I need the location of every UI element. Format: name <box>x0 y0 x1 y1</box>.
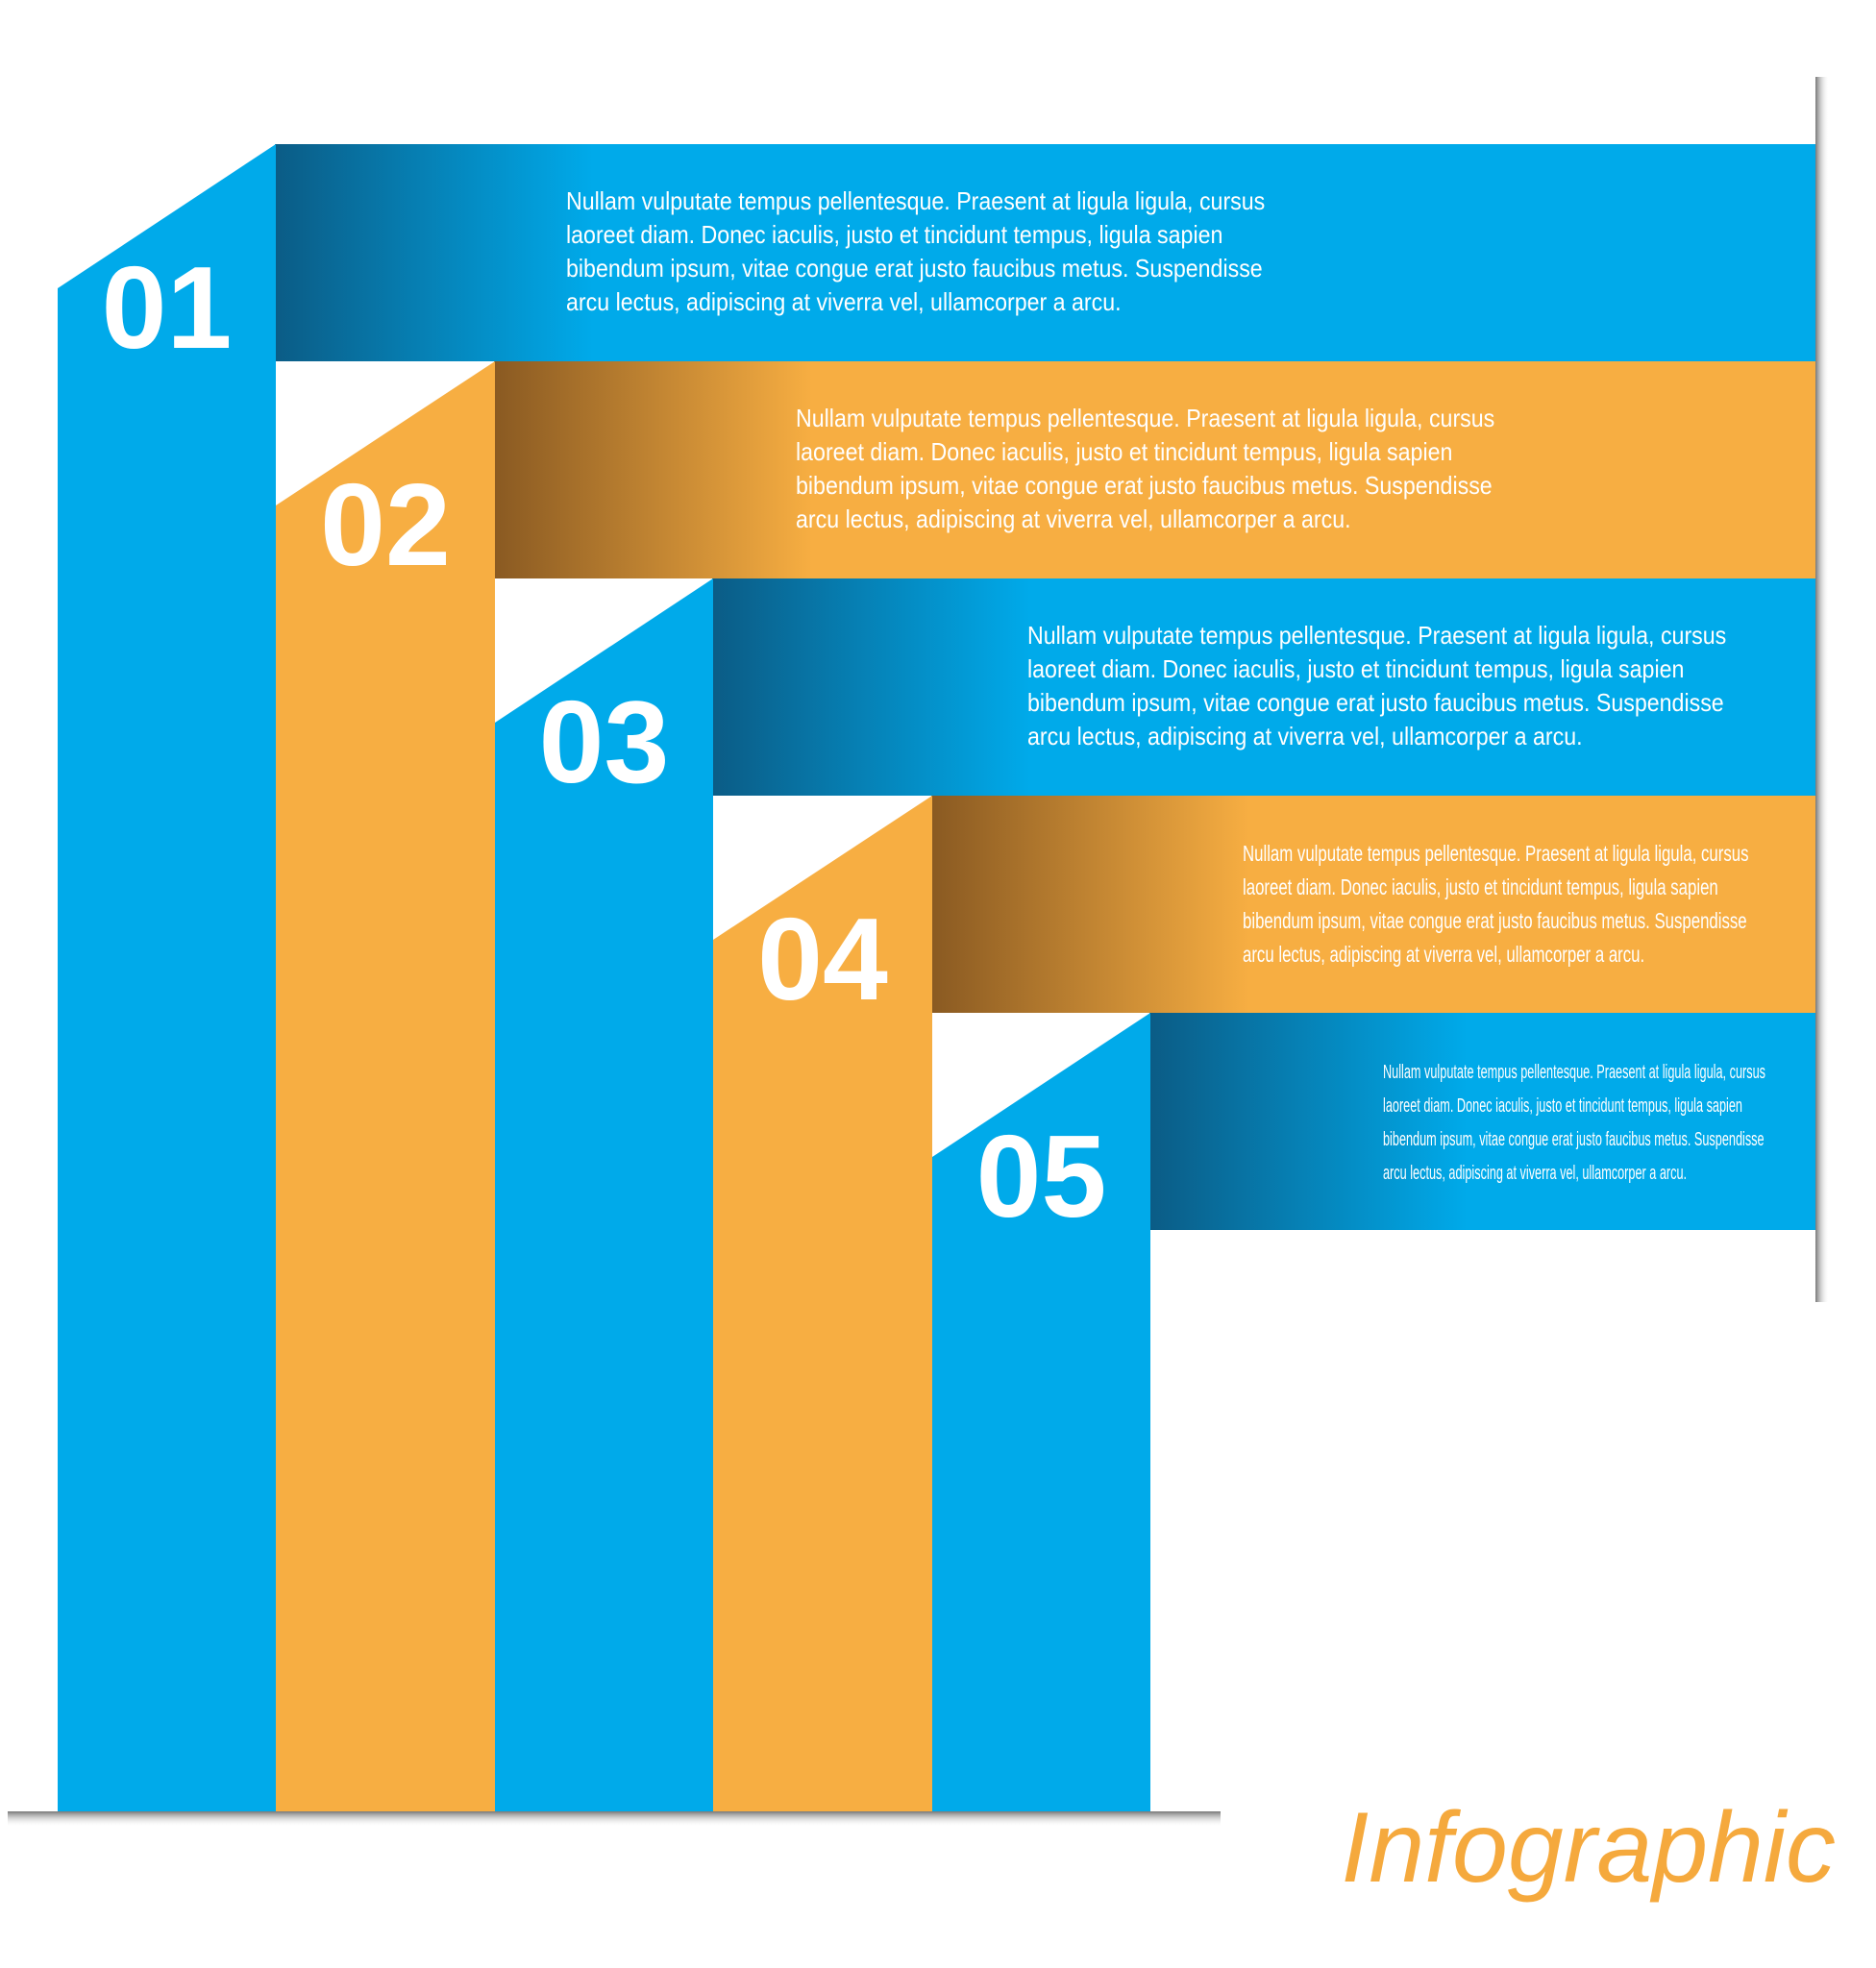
text-line: bibendum ipsum, vitae congue erat justo … <box>796 473 1493 500</box>
text-line: laoreet diam. Donec iaculis, justo et ti… <box>796 439 1452 466</box>
text-line: arcu lectus, adipiscing at viverra vel, … <box>566 289 1122 316</box>
text-line: Nullam vulputate tempus pellentesque. Pr… <box>1027 623 1726 650</box>
band <box>1149 1013 1815 1230</box>
step-text: Nullam vulputate tempus pellentesque. Pr… <box>1243 843 1749 968</box>
step-number: 01 <box>102 242 233 373</box>
step-number: 03 <box>539 676 670 807</box>
text-line: laoreet diam. Donec iaculis, justo et ti… <box>1027 656 1684 683</box>
column <box>713 796 932 1811</box>
text-line: laoreet diam. Donec iaculis, justo et ti… <box>1243 876 1718 900</box>
right-shadow <box>1815 77 1829 1302</box>
text-line: Nullam vulputate tempus pellentesque. Pr… <box>566 188 1265 215</box>
step-text: Nullam vulputate tempus pellentesque. Pr… <box>1027 623 1726 750</box>
step-number: 05 <box>976 1111 1107 1242</box>
step-text: Nullam vulputate tempus pellentesque. Pr… <box>796 406 1494 533</box>
text-line: Nullam vulputate tempus pellentesque. Pr… <box>796 406 1494 432</box>
column <box>276 361 495 1811</box>
band <box>712 578 1815 796</box>
column <box>932 1013 1150 1811</box>
text-line: Nullam vulputate tempus pellentesque. Pr… <box>1383 1061 1765 1083</box>
band <box>931 796 1815 1013</box>
text-line: arcu lectus, adipiscing at viverra vel, … <box>796 506 1351 533</box>
text-line: laoreet diam. Donec iaculis, justo et ti… <box>566 222 1222 249</box>
text-line: laoreet diam. Donec iaculis, justo et ti… <box>1383 1095 1742 1117</box>
band <box>275 144 1815 361</box>
text-line: arcu lectus, adipiscing at viverra vel, … <box>1027 724 1583 750</box>
steps: 01 Nullam vulputate tempus pellentesque. … <box>58 144 1815 1811</box>
text-line: bibendum ipsum, vitae congue erat justo … <box>1027 690 1724 717</box>
title: Infographic <box>1341 1792 1836 1904</box>
text-line: Nullam vulputate tempus pellentesque. Pr… <box>1243 843 1749 867</box>
column <box>58 144 276 1811</box>
text-line: arcu lectus, adipiscing at viverra vel, … <box>1243 944 1644 968</box>
step-text: Nullam vulputate tempus pellentesque. Pr… <box>1383 1061 1765 1184</box>
column <box>495 578 713 1811</box>
text-line: bibendum ipsum, vitae congue erat justo … <box>566 256 1263 283</box>
bottom-shadow <box>8 1811 1221 1827</box>
step-number: 02 <box>320 459 451 590</box>
text-line: arcu lectus, adipiscing at viverra vel, … <box>1383 1162 1687 1184</box>
step-text: Nullam vulputate tempus pellentesque. Pr… <box>566 188 1265 316</box>
band <box>494 361 1815 578</box>
step-number: 04 <box>757 894 888 1024</box>
text-line: bibendum ipsum, vitae congue erat justo … <box>1243 910 1747 934</box>
text-line: bibendum ipsum, vitae congue erat justo … <box>1383 1128 1765 1150</box>
